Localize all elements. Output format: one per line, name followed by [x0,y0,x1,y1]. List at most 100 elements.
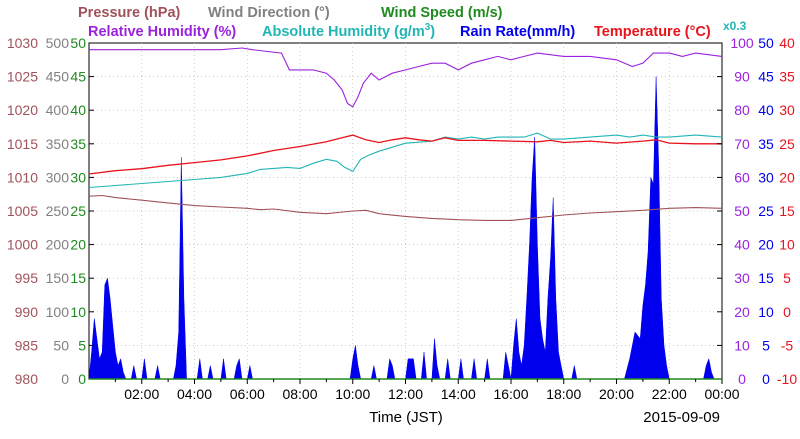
temperature-tick-label: -5 [781,337,794,353]
pressure-tick-label: 980 [15,371,39,387]
legend-rain-rate: Rain Rate(mm/h) [460,24,575,40]
legend-absolute-humidity-text: Absolute Humidity (g/m [262,24,425,40]
rain-rate-tick-label: 10 [758,304,774,320]
wind-speed-tick-label: 50 [70,35,86,51]
absolute-humidity-line [88,132,723,189]
x-tick-label: 22:00 [652,386,687,402]
temperature-tick-label: 30 [779,102,795,118]
pressure-tick-label: 1030 [7,35,38,51]
relative-humidity-tick-label: 10 [734,337,750,353]
x-tick-label: 10:00 [335,386,370,402]
rain-rate-tick-label: 5 [762,337,770,353]
rain-rate-tick-label: 45 [758,69,774,85]
relative-humidity-tick-label: 20 [734,304,750,320]
wind-speed-tick-label: 30 [70,169,86,185]
wind-speed-tick-label: 25 [70,203,86,219]
rain-rate-tick-label: 25 [758,203,774,219]
pressure-tick-label: 985 [15,337,39,353]
wind-direction-tick-label: 500 [46,35,70,51]
x-axis: 02:00 04:00 06:00 08:00 10:00 12:00 14:00 16:00… [89,378,740,402]
relative-humidity-tick-label: 90 [734,69,750,85]
x-tick-label: 12:00 [388,386,423,402]
pressure-tick-label: 1025 [7,69,38,85]
temperature-tick-label: 15 [779,203,795,219]
relative-humidity-tick-label: 70 [734,136,750,152]
temperature-tick-label: 5 [783,270,791,286]
pressure-line [88,194,723,221]
line-series [88,47,723,221]
wind-speed-tick-label: 20 [70,237,86,253]
pressure-tick-label: 1005 [7,203,38,219]
wind-direction-tick-label: 200 [46,237,70,253]
relative-humidity-tick-label: 100 [730,35,754,51]
x-axis-label: Time (JST) [369,409,443,426]
rain-rate-tick-label: 30 [758,169,774,185]
relative-humidity-tick-label: 60 [734,169,750,185]
wind-speed-tick-label: 5 [78,337,86,353]
pressure-tick-label: 1020 [7,102,38,118]
x-tick-label: 20:00 [599,386,634,402]
relative-humidity-tick-label: 50 [734,203,750,219]
legend-scale-note: x0.3 [723,19,747,33]
temperature-tick-label: 25 [779,136,795,152]
rain-rate-tick-label: 40 [758,102,774,118]
legend-wind-speed: Wind Speed (m/s) [381,5,503,21]
legend-pressure: Pressure (hPa) [78,5,181,21]
relative-humidity-line [89,47,723,108]
rain-rate-tick-label: 20 [758,237,774,253]
wind-direction-tick-label: 300 [46,169,70,185]
wind-direction-tick-label: 400 [46,102,70,118]
wind-speed-tick-label: 15 [70,270,86,286]
temperature-tick-label: 0 [783,304,791,320]
x-tick-label: 18:00 [546,386,581,402]
legend-relative-humidity: Relative Humidity (%) [88,24,236,40]
wind-direction-tick-label: 150 [46,270,70,286]
rain-rate-tick-label: 15 [758,270,774,286]
wind-direction-tick-label: 100 [46,304,70,320]
rain-rate-tick-label: 0 [762,371,770,387]
rain-rate-tick-label: 35 [758,136,774,152]
relative-humidity-tick-label: 0 [738,371,746,387]
x-tick-label: 00:00 [704,386,739,402]
pressure-tick-label: 995 [15,270,39,286]
legend-wind-direction: Wind Direction (°) [208,5,330,21]
wind-speed-tick-label: 10 [70,304,86,320]
x-tick-label: 14:00 [441,386,476,402]
pressure-tick-label: 990 [15,304,39,320]
legend-absolute-humidity: Absolute Humidity (g/m3) [262,22,435,40]
y-axes: 9809859909951000100510101015102010251030… [7,35,797,387]
pressure-tick-label: 1010 [7,169,38,185]
grid-lines [89,43,722,379]
x-tick-label: 08:00 [282,386,317,402]
temperature-tick-label: 35 [779,69,795,85]
wind-direction-tick-label: 350 [46,136,70,152]
temperature-line [88,134,722,175]
temperature-tick-label: 20 [779,169,795,185]
wind-speed-tick-label: 40 [70,102,86,118]
temperature-tick-label: 10 [779,237,795,253]
wind-direction-tick-label: 0 [61,371,69,387]
temperature-tick-label: -10 [777,371,797,387]
legend-absolute-humidity-superscript: 3 [425,22,431,33]
wind-speed-tick-label: 35 [70,136,86,152]
x-tick-label: 04:00 [177,386,212,402]
pressure-tick-label: 1015 [7,136,38,152]
wind-direction-tick-label: 250 [46,203,70,219]
wind-direction-tick-label: 450 [46,69,70,85]
wind-speed-tick-label: 45 [70,69,86,85]
pressure-tick-label: 1000 [7,237,38,253]
relative-humidity-tick-label: 80 [734,102,750,118]
rain-rate-tick-label: 50 [758,35,774,51]
temperature-tick-label: 40 [779,35,795,51]
date-label: 2015-09-09 [643,409,720,426]
wind-direction-tick-label: 50 [53,337,69,353]
relative-humidity-tick-label: 40 [734,237,750,253]
wind-speed-tick-label: 0 [78,371,86,387]
x-tick-label: 16:00 [493,386,528,402]
x-tick-label: 06:00 [230,386,265,402]
x-tick-label: 02:00 [124,386,159,402]
relative-humidity-tick-label: 30 [734,270,750,286]
legend-temperature: Temperature (°C) [594,24,711,40]
